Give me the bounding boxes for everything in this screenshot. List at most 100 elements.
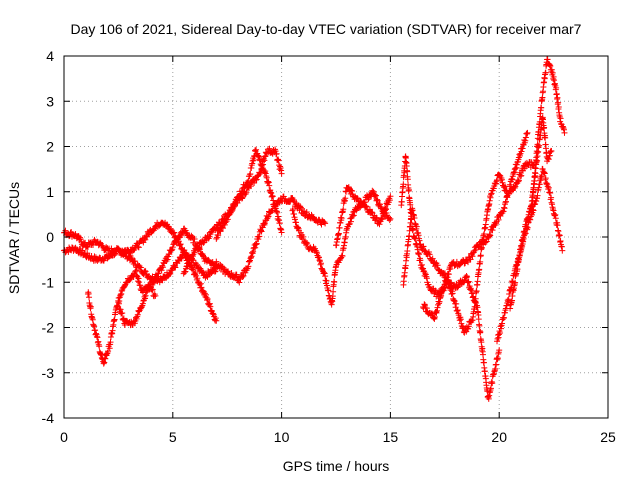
data-point <box>554 222 561 229</box>
data-point <box>421 301 428 308</box>
data-point <box>546 152 553 159</box>
data-point <box>300 233 307 240</box>
data-point <box>84 250 91 257</box>
data-point <box>278 167 285 174</box>
x-tick-label: 25 <box>600 429 616 445</box>
data-point <box>546 62 553 69</box>
series-track-15 <box>507 114 555 312</box>
data-point <box>434 262 441 269</box>
data-point <box>465 278 472 285</box>
data-point <box>432 309 439 316</box>
data-point <box>437 293 444 300</box>
data-point <box>136 263 143 270</box>
data-point <box>253 240 260 247</box>
data-point <box>317 261 324 268</box>
data-point <box>87 303 94 310</box>
data-point <box>467 256 474 263</box>
data-point <box>489 227 496 234</box>
data-point <box>497 330 504 337</box>
data-point <box>509 176 516 183</box>
data-point <box>515 178 522 185</box>
data-point <box>216 227 223 234</box>
data-point <box>111 316 118 323</box>
data-point <box>277 164 284 171</box>
data-point <box>512 183 519 190</box>
data-point <box>275 157 282 164</box>
data-point <box>231 201 238 208</box>
data-point <box>548 66 555 73</box>
data-point <box>372 192 379 199</box>
data-point <box>455 283 462 290</box>
data-point <box>118 290 125 297</box>
data-point <box>245 263 252 270</box>
data-point <box>261 169 268 176</box>
data-point <box>260 161 267 168</box>
data-point <box>553 84 560 91</box>
data-point <box>514 266 521 273</box>
data-point <box>274 209 281 216</box>
data-point <box>134 278 141 285</box>
data-point <box>561 129 568 136</box>
data-point <box>406 233 413 240</box>
data-point <box>544 183 551 190</box>
x-tick-label: 10 <box>274 429 290 445</box>
data-point <box>142 295 149 302</box>
data-point <box>205 256 212 263</box>
data-point <box>291 216 298 223</box>
data-point <box>448 284 455 291</box>
data-point <box>119 310 126 317</box>
data-point <box>177 241 184 248</box>
data-point <box>189 266 196 273</box>
data-point <box>253 176 260 183</box>
data-point <box>468 287 475 294</box>
data-point <box>506 187 513 194</box>
data-point <box>126 277 133 284</box>
data-point <box>524 129 531 136</box>
data-point <box>379 215 386 222</box>
data-point <box>476 322 483 329</box>
series-track-14 <box>528 56 568 213</box>
data-point <box>469 294 476 301</box>
data-point <box>477 252 484 259</box>
data-point <box>253 241 260 248</box>
data-point <box>362 203 369 210</box>
data-point <box>547 149 554 156</box>
data-point <box>432 287 439 294</box>
data-point <box>218 224 225 231</box>
data-point <box>315 254 322 261</box>
data-point <box>192 269 199 276</box>
data-point <box>511 185 518 192</box>
series-track-7 <box>235 193 329 286</box>
data-point <box>265 178 272 185</box>
data-point <box>97 239 104 246</box>
data-point <box>368 209 375 216</box>
data-point <box>495 334 502 341</box>
data-point <box>523 130 530 137</box>
data-point <box>467 286 474 293</box>
y-tick-label: 4 <box>46 48 54 64</box>
data-points <box>61 56 568 402</box>
data-point <box>330 288 337 295</box>
data-point <box>210 310 217 317</box>
data-point <box>136 279 143 286</box>
data-point <box>429 310 435 317</box>
data-point <box>254 173 261 180</box>
data-point <box>340 206 347 213</box>
data-point <box>387 193 394 200</box>
y-tick-label: 2 <box>46 139 54 155</box>
data-point <box>477 329 484 336</box>
y-tick-label: -1 <box>42 274 55 290</box>
data-point <box>304 240 311 247</box>
data-point <box>555 104 562 111</box>
data-point <box>269 192 276 199</box>
data-point <box>103 350 110 357</box>
data-point <box>137 264 144 271</box>
data-point <box>243 189 250 196</box>
series-track-6 <box>213 146 285 242</box>
data-point <box>250 248 257 255</box>
data-point <box>438 292 445 299</box>
data-point <box>204 296 211 303</box>
data-point <box>498 325 505 332</box>
data-point <box>197 280 204 287</box>
data-point <box>218 263 225 270</box>
